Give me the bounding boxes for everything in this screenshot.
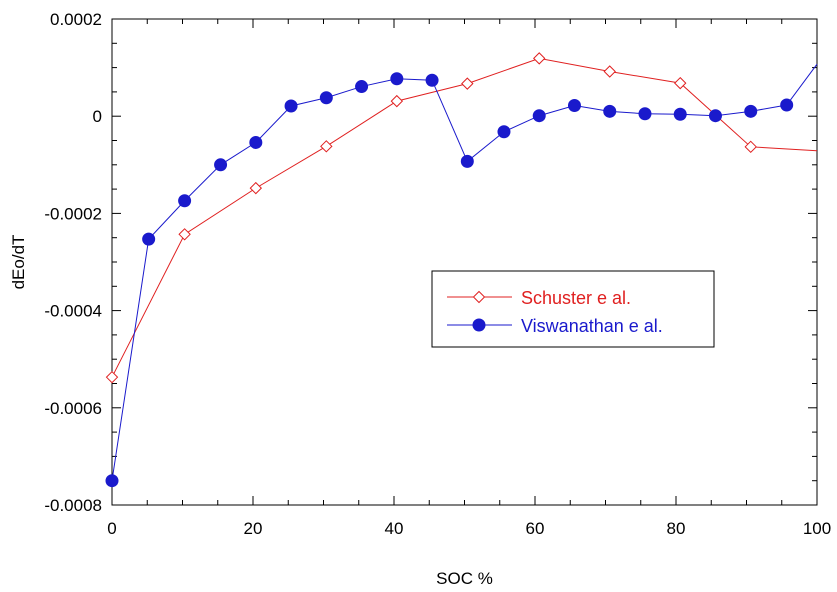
data-point <box>533 52 546 65</box>
x-tick-label: 20 <box>244 519 263 538</box>
data-point <box>603 65 616 78</box>
legend-marker-schuster <box>472 290 486 304</box>
x-tick-label: 100 <box>803 519 831 538</box>
data-point <box>249 135 263 149</box>
x-tick-label: 40 <box>385 519 404 538</box>
data-point <box>425 73 439 87</box>
data-point <box>780 98 794 112</box>
data-point <box>674 76 687 90</box>
legend: Schuster e al. Viswanathan e al. <box>431 270 715 348</box>
series-viswanathan <box>105 63 818 488</box>
data-point <box>284 99 298 113</box>
data-point <box>673 107 687 121</box>
data-point <box>390 72 404 86</box>
data-point <box>461 77 474 90</box>
legend-label-schuster: Schuster e al. <box>521 288 631 308</box>
x-tick-labels: 0 20 40 60 80 100 <box>107 519 831 538</box>
x-tick-label: 60 <box>526 519 545 538</box>
data-point <box>249 181 263 195</box>
data-point <box>178 228 191 241</box>
legend-marker-symbol <box>472 290 486 304</box>
data-point <box>460 154 474 168</box>
data-point <box>105 474 119 488</box>
series-schuster <box>105 52 818 384</box>
data-point <box>567 99 581 113</box>
plot-frame <box>111 18 818 506</box>
data-point <box>390 94 404 108</box>
y-tick-label: 0 <box>93 107 102 126</box>
data-point <box>532 109 546 123</box>
data-point <box>178 194 192 208</box>
major-ticks <box>111 18 818 506</box>
data-point <box>105 370 119 384</box>
data-point <box>320 140 333 153</box>
data-point <box>497 125 511 139</box>
data-point <box>214 158 228 172</box>
x-tick-label: 80 <box>667 519 686 538</box>
legend-box <box>431 270 715 348</box>
data-point <box>319 91 333 105</box>
y-tick-label: -0.0002 <box>44 204 102 223</box>
data-point <box>744 104 758 118</box>
y-tick-label: -0.0004 <box>44 302 102 321</box>
data-point <box>744 140 757 154</box>
x-tick-label: 0 <box>107 519 116 538</box>
legend-entry-schuster: Schuster e al. <box>447 288 631 308</box>
data-point <box>142 232 156 246</box>
minor-ticks <box>112 19 817 505</box>
legend-entry-viswanathan: Viswanathan e al. <box>447 316 663 336</box>
legend-marker-viswanathan <box>472 318 486 332</box>
data-point <box>708 109 722 123</box>
y-axis-title: dEo/dT <box>9 235 28 290</box>
x-axis-title: SOC % <box>436 569 493 588</box>
data-point <box>603 104 617 118</box>
series-layer <box>105 52 818 488</box>
legend-label-viswanathan: Viswanathan e al. <box>521 316 663 336</box>
y-tick-label: -0.0006 <box>44 399 102 418</box>
y-tick-labels: 0.0002 0 -0.0002 -0.0004 -0.0006 -0.0008 <box>44 10 102 515</box>
data-point <box>638 107 652 121</box>
y-tick-label: -0.0008 <box>44 496 102 515</box>
y-tick-label: 0.0002 <box>50 10 102 29</box>
data-point <box>355 80 369 94</box>
legend-marker-symbol <box>472 318 486 332</box>
